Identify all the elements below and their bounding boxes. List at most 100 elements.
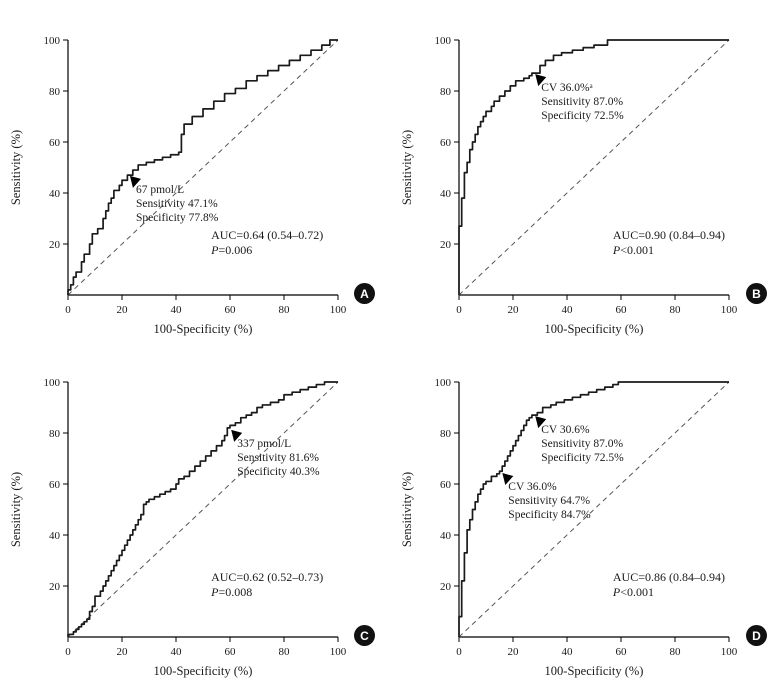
cutoff-annotation-line: Specificity 72.5% xyxy=(541,452,624,464)
y-axis-label: Sensitivity (%) xyxy=(9,130,23,205)
cutoff-annotation-line: Sensitivity 81.6% xyxy=(237,452,319,464)
cutoff-arrow xyxy=(231,429,243,442)
p-symbol: P xyxy=(210,243,219,257)
x-tick-label: 100 xyxy=(330,304,347,316)
roc-panel-a: 0 20 40 60 80 100 20 40 60 80 100 100-Specificity (… xyxy=(0,0,391,342)
y-tick-label: 80 xyxy=(440,428,452,440)
y-tick-label: 40 xyxy=(440,188,452,200)
x-tick-label: 40 xyxy=(562,646,574,658)
auc-text: AUC=0.86 (0.84–0.94) xyxy=(613,570,725,584)
reference-diagonal xyxy=(67,39,339,296)
cutoff-annotation-line: 67 pmol/L xyxy=(136,184,184,196)
roc-curve xyxy=(67,39,338,295)
auc-text: AUC=0.62 (0.52–0.73) xyxy=(211,570,323,584)
y-tick-label: 100 xyxy=(435,35,452,47)
cutoff-arrow xyxy=(535,74,547,87)
roc-chart-b: 0 20 40 60 80 100 20 40 60 80 100 100-Specificity (… xyxy=(400,35,738,336)
x-axis-label: 100-Specificity (%) xyxy=(545,322,644,336)
x-tick-label: 20 xyxy=(117,304,129,316)
cutoff-annotation-line: 337 pmol/L xyxy=(237,438,291,450)
y-tick-label: 20 xyxy=(440,581,452,593)
y-tick-label: 20 xyxy=(49,239,61,251)
cutoff-annotation-line: CV 30.6% xyxy=(541,424,590,436)
p-value-text: P<0.001 xyxy=(612,585,654,599)
cutoff-annotation-line: Sensitivity 87.0% xyxy=(541,96,623,108)
x-tick-label: 60 xyxy=(225,646,237,658)
y-tick-label: 40 xyxy=(49,188,61,200)
p-value: <0.001 xyxy=(620,585,654,599)
x-tick-label: 20 xyxy=(117,646,129,658)
cutoff-annotation-line: Sensitivity 47.1% xyxy=(136,198,218,210)
y-axis-label: Sensitivity (%) xyxy=(9,472,23,547)
x-tick-label: 0 xyxy=(65,646,71,658)
cutoff-arrow xyxy=(535,416,547,429)
p-symbol: P xyxy=(612,585,621,599)
p-value: <0.001 xyxy=(620,243,654,257)
cutoff-arrow xyxy=(502,473,514,486)
x-axis-label: 100-Specificity (%) xyxy=(545,664,644,678)
p-value-text: P=0.008 xyxy=(210,585,252,599)
reference-diagonal xyxy=(67,381,339,638)
x-tick-label: 0 xyxy=(456,646,462,658)
x-tick-label: 20 xyxy=(508,304,520,316)
cutoff-annotation-line: Specificity 40.3% xyxy=(237,466,320,478)
x-tick-label: 0 xyxy=(65,304,71,316)
p-symbol: P xyxy=(612,243,621,257)
y-tick-label: 80 xyxy=(49,428,61,440)
cutoff-annotation-line: Specificity 72.5% xyxy=(541,110,624,122)
x-tick-label: 40 xyxy=(171,304,183,316)
cutoff-annotation-line: CV 36.0%ᵃ xyxy=(541,82,593,94)
y-tick-label: 60 xyxy=(49,479,61,491)
p-value-text: P=0.006 xyxy=(210,243,252,257)
x-tick-label: 0 xyxy=(456,304,462,316)
y-axis-label: Sensitivity (%) xyxy=(400,472,414,547)
auc-text: AUC=0.64 (0.54–0.72) xyxy=(211,228,323,242)
y-tick-label: 100 xyxy=(435,377,452,389)
panel-badge-c: C xyxy=(354,625,375,646)
panel-badge-a: A xyxy=(354,283,375,304)
x-axis-label: 100-Specificity (%) xyxy=(154,664,253,678)
cutoff-annotation-line: Sensitivity 64.7% xyxy=(508,495,590,507)
roc-curve xyxy=(458,381,729,637)
y-tick-label: 80 xyxy=(49,86,61,98)
y-axis-label: Sensitivity (%) xyxy=(400,130,414,205)
x-tick-label: 80 xyxy=(670,304,682,316)
y-tick-label: 60 xyxy=(440,137,452,149)
roc-panel-c: 0 20 40 60 80 100 20 40 60 80 100 100-Specificity (… xyxy=(0,342,391,684)
x-tick-label: 100 xyxy=(721,646,738,658)
reference-diagonal xyxy=(458,39,730,296)
panel-badge-d: D xyxy=(746,625,767,646)
x-tick-label: 80 xyxy=(279,646,291,658)
cutoff-annotation-line: Specificity 84.7% xyxy=(508,509,591,521)
y-tick-label: 100 xyxy=(44,35,61,47)
roc-chart-d: 0 20 40 60 80 100 20 40 60 80 100 100-Specificity (… xyxy=(400,377,738,678)
y-tick-label: 80 xyxy=(440,86,452,98)
x-tick-label: 40 xyxy=(562,304,574,316)
y-tick-label: 20 xyxy=(440,239,452,251)
x-tick-label: 20 xyxy=(508,646,520,658)
x-tick-label: 100 xyxy=(330,646,347,658)
roc-chart-c: 0 20 40 60 80 100 20 40 60 80 100 100-Specificity (… xyxy=(9,377,347,678)
x-tick-label: 60 xyxy=(225,304,237,316)
y-tick-label: 20 xyxy=(49,581,61,593)
cutoff-annotation-line: Sensitivity 87.0% xyxy=(541,438,623,450)
y-tick-label: 40 xyxy=(49,530,61,542)
roc-panel-d: 0 20 40 60 80 100 20 40 60 80 100 100-Specificity (… xyxy=(391,342,783,684)
p-value-text: P<0.001 xyxy=(612,243,654,257)
x-tick-label: 80 xyxy=(670,646,682,658)
y-tick-label: 100 xyxy=(44,377,61,389)
roc-curve xyxy=(458,39,729,295)
x-axis-label: 100-Specificity (%) xyxy=(154,322,253,336)
auc-text: AUC=0.90 (0.84–0.94) xyxy=(613,228,725,242)
p-value: =0.006 xyxy=(218,243,252,257)
y-tick-label: 40 xyxy=(440,530,452,542)
roc-curve xyxy=(67,381,338,637)
p-symbol: P xyxy=(210,585,219,599)
y-tick-label: 60 xyxy=(440,479,452,491)
reference-diagonal xyxy=(458,381,730,638)
roc-chart-a: 0 20 40 60 80 100 20 40 60 80 100 100-Specificity (… xyxy=(9,35,347,336)
x-tick-label: 80 xyxy=(279,304,291,316)
x-tick-label: 40 xyxy=(171,646,183,658)
y-tick-label: 60 xyxy=(49,137,61,149)
